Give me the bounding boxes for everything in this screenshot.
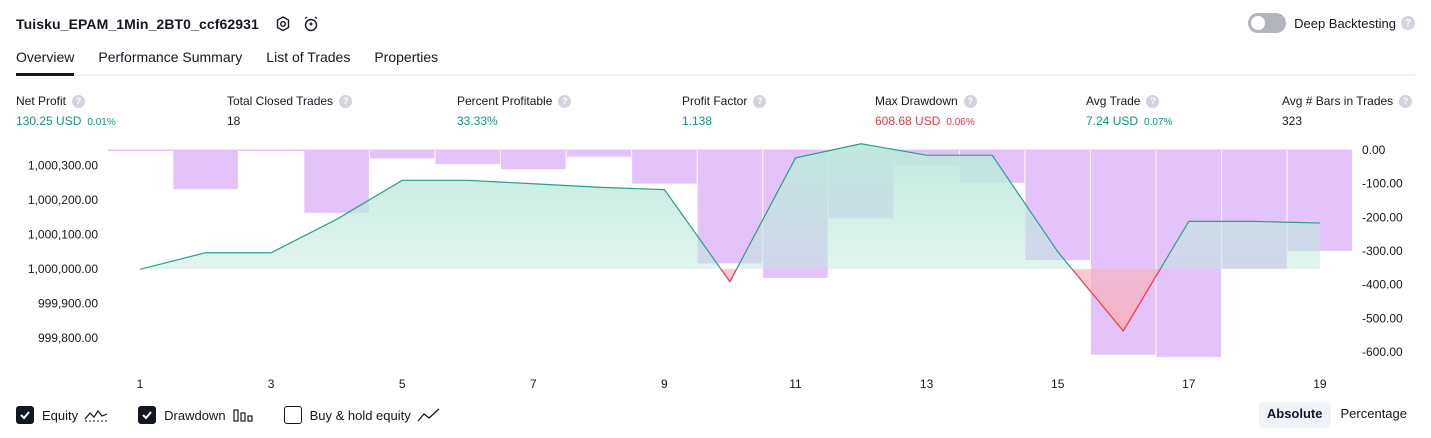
tab-properties[interactable]: Properties (374, 49, 439, 65)
equity-line-icon (84, 407, 108, 423)
right-axis-tick-label: -500.00 (1362, 311, 1403, 325)
right-axis-tick-label: -400.00 (1362, 278, 1403, 292)
metric-percent-profitable: Percent Profitable? 33.33% (457, 94, 572, 128)
right-axis-tick-label: 0.00 (1362, 143, 1386, 157)
x-axis-tick-label: 17 (1182, 377, 1196, 391)
metric-total-closed-trades: Total Closed Trades? 18 (227, 94, 353, 128)
x-axis-tick-label: 5 (399, 377, 406, 391)
checkbox-unchecked[interactable] (283, 406, 302, 424)
percentage-button[interactable]: Percentage (1340, 406, 1408, 421)
x-axis-tick-label: 1 (137, 377, 144, 391)
drawdown-checkbox[interactable]: Drawdown (138, 406, 253, 424)
right-axis-tick-label: -200.00 (1362, 210, 1403, 224)
metric-max-drawdown: Max Drawdown? 608.68 USD 0.06% (875, 94, 977, 128)
drawdown-bar (238, 150, 304, 151)
info-icon[interactable]: ? (1399, 94, 1413, 108)
equity-line-negative (139, 268, 1162, 333)
left-axis-tick-label: 1,000,100.00 (28, 227, 98, 241)
drawdown-bar (501, 150, 566, 170)
absolute-button[interactable]: Absolute (1258, 402, 1331, 428)
deep-backtesting-toggle[interactable] (1248, 13, 1287, 33)
drawdown-bar (435, 150, 501, 165)
drawdown-label: Drawdown (164, 407, 226, 423)
metric-value: 18 (227, 114, 241, 128)
info-icon[interactable]: ? (558, 94, 572, 108)
help-icon[interactable]: ? (1401, 16, 1415, 30)
chart-legend: Equity Drawdown Buy & hold equity Absolu… (16, 402, 1415, 428)
x-axis-tick-label: 9 (661, 377, 668, 391)
x-axis-tick-label: 19 (1313, 377, 1327, 391)
left-axis-tick-label: 999,800.00 (38, 331, 98, 345)
right-axis-tick-label: -600.00 (1362, 345, 1403, 359)
metric-avg-bars: Avg # Bars in Trades? 323 (1282, 94, 1413, 128)
metric-value: 7.24 USD (1086, 114, 1139, 128)
tab-overview[interactable]: Overview (16, 44, 75, 76)
equity-line-positive (139, 143, 1320, 269)
metric-percent: 0.01% (87, 117, 116, 128)
strategy-name: Tuisku_EPAM_1Min_2BT0_ccf62931 (16, 16, 259, 32)
drawdown-bars-icon (232, 407, 254, 423)
alarm-add-icon[interactable] (301, 14, 321, 34)
drawdown-bar (304, 150, 369, 213)
metric-value: 323 (1282, 114, 1303, 128)
metric-label: Avg # Bars in Trades (1282, 94, 1394, 108)
deep-backtesting-control: Deep Backtesting ? (1248, 13, 1415, 33)
metric-label: Net Profit (16, 94, 67, 108)
checkbox-checked[interactable] (16, 406, 34, 424)
metric-label: Profit Factor (682, 94, 748, 108)
metric-percent: 0.07% (1144, 117, 1173, 128)
metric-label: Percent Profitable (457, 94, 553, 108)
settings-icon[interactable] (273, 14, 293, 34)
checkbox-checked[interactable] (138, 406, 157, 424)
report-tabs: Overview Performance Summary List of Tra… (16, 44, 1415, 76)
metric-profit-factor: Profit Factor? 1.138 (682, 94, 767, 128)
metric-label: Avg Trade (1086, 94, 1141, 108)
metric-avg-trade: Avg Trade? 7.24 USD 0.07% (1086, 94, 1172, 128)
drawdown-bar (173, 150, 238, 190)
equity-checkbox[interactable]: Equity (16, 406, 108, 424)
tab-list-of-trades[interactable]: List of Trades (266, 49, 351, 65)
metric-value: 130.25 USD (16, 114, 82, 128)
drawdown-bar (632, 150, 697, 184)
x-axis-tick-label: 3 (268, 377, 275, 391)
equity-label: Equity (42, 407, 79, 423)
right-axis-tick-label: -100.00 (1362, 177, 1403, 191)
left-axis-tick-label: 1,000,200.00 (28, 193, 98, 207)
info-icon[interactable]: ? (963, 94, 977, 108)
right-axis-tick-label: -300.00 (1362, 244, 1403, 258)
left-axis-tick-label: 1,000,000.00 (28, 262, 98, 276)
left-axis-tick-label: 999,900.00 (38, 296, 98, 310)
equity-drawdown-chart[interactable]: 1,000,300.00 1,000,200.00 1,000,100.00 1,00… (0, 138, 1431, 400)
buy-hold-line-icon (417, 407, 441, 423)
metric-label: Total Closed Trades (227, 94, 334, 108)
x-axis-tick-label: 13 (920, 377, 934, 391)
x-axis-tick-label: 7 (530, 377, 537, 391)
drawdown-bar (566, 150, 632, 157)
deep-backtesting-label: Deep Backtesting (1294, 15, 1396, 31)
info-icon[interactable]: ? (753, 94, 767, 108)
tab-performance-summary[interactable]: Performance Summary (98, 49, 243, 65)
buy-hold-label: Buy & hold equity (309, 407, 411, 423)
metric-value: 1.138 (682, 114, 713, 128)
x-axis-tick-label: 11 (789, 377, 802, 391)
metric-label: Max Drawdown (875, 94, 958, 108)
x-axis-tick-label: 15 (1051, 377, 1065, 391)
equity-area-positive (141, 143, 1320, 269)
metric-percent: 0.06% (946, 117, 975, 128)
left-axis-tick-label: 1,000,300.00 (28, 159, 98, 173)
info-icon[interactable]: ? (1146, 94, 1160, 108)
drawdown-bar (107, 150, 173, 151)
metrics-row: Net Profit? 130.25 USD 0.01% Total Closed… (16, 94, 1415, 130)
scale-mode-selector: Absolute Percentage (1257, 402, 1415, 428)
metric-value: 33.33% (457, 114, 498, 128)
strategy-header: Tuisku_EPAM_1Min_2BT0_ccf62931 Deep Back… (16, 10, 1415, 38)
buy-hold-checkbox[interactable]: Buy & hold equity (283, 406, 441, 424)
drawdown-bar (369, 150, 435, 159)
metric-net-profit: Net Profit? 130.25 USD 0.01% (16, 94, 116, 128)
info-icon[interactable]: ? (339, 94, 353, 108)
metric-value: 608.68 USD (875, 114, 941, 128)
info-icon[interactable]: ? (72, 94, 86, 108)
